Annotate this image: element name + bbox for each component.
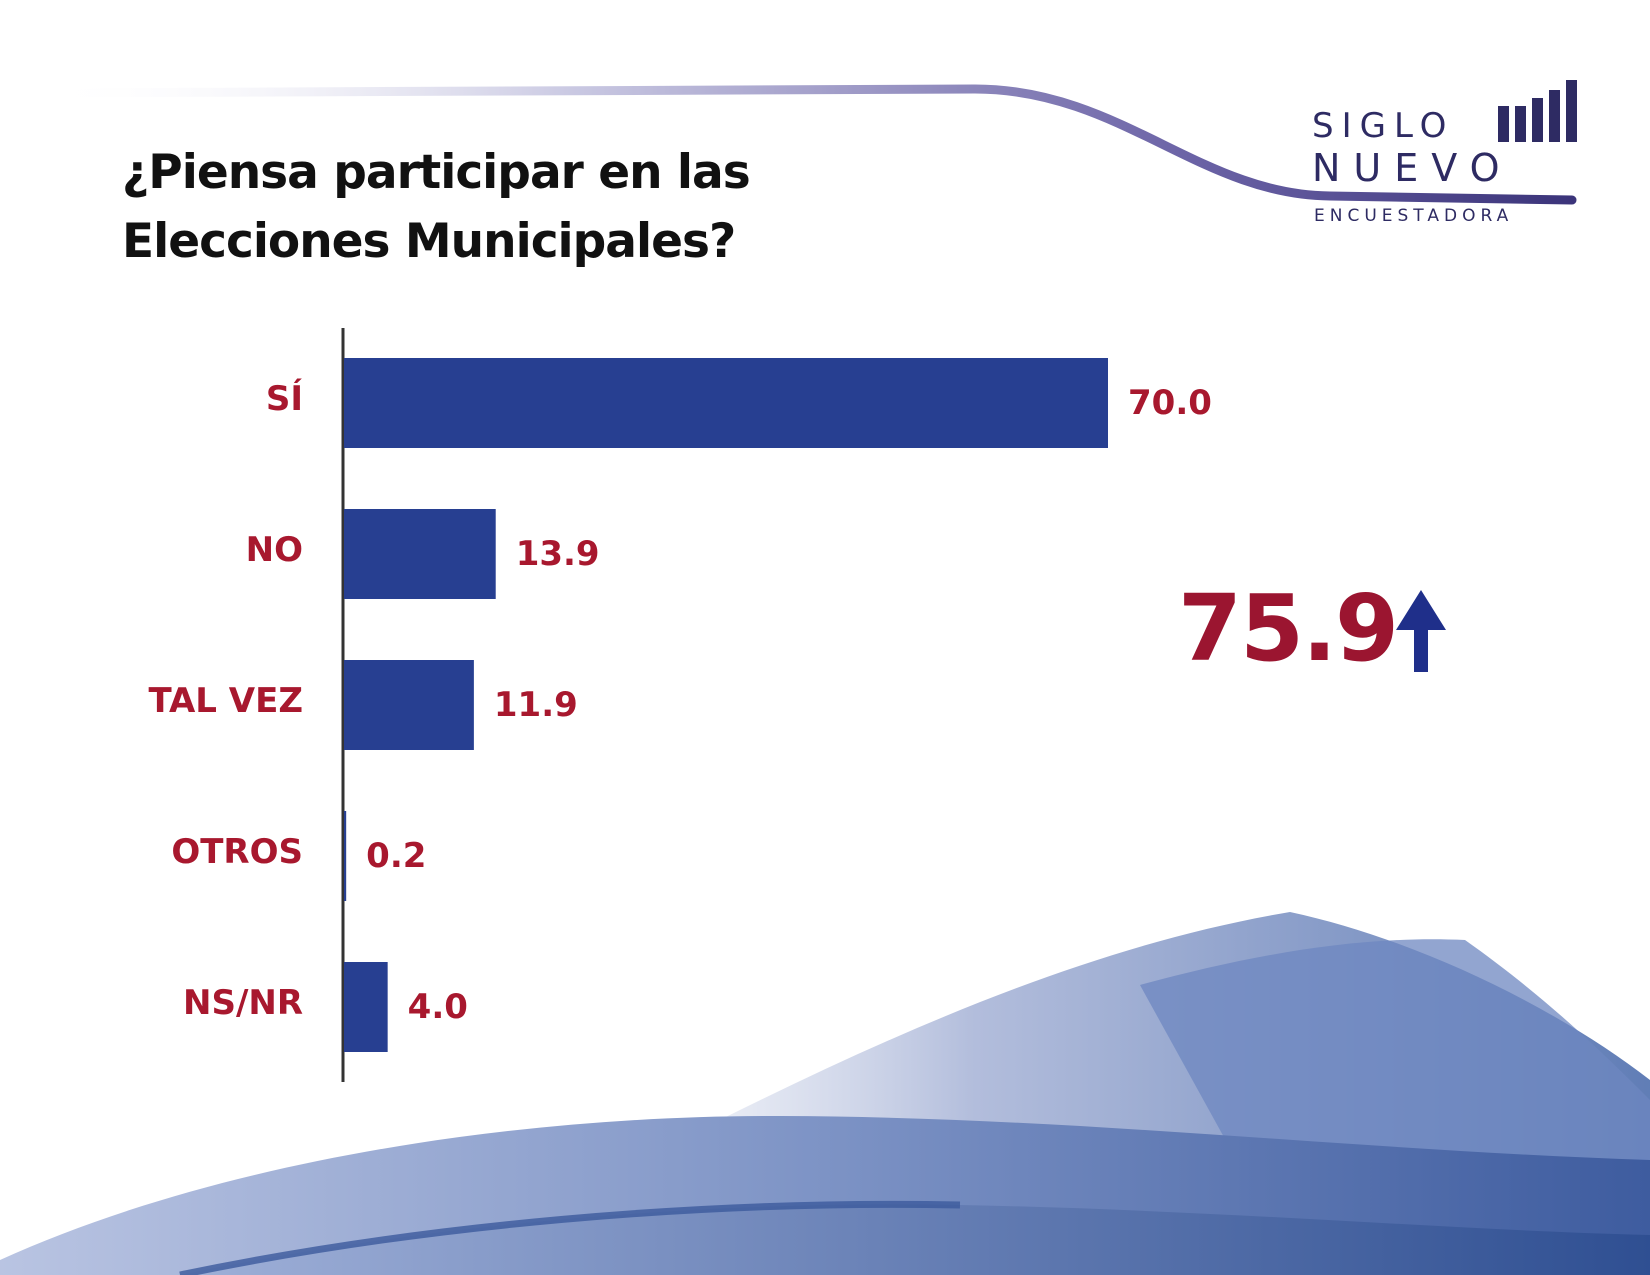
logo-text-nuevo: NUEVO <box>1312 146 1513 190</box>
bar-2 <box>344 660 474 750</box>
value-label: 13.9 <box>515 534 600 574</box>
bar-4 <box>344 962 388 1052</box>
bar-0 <box>344 358 1108 448</box>
value-label: 70.0 <box>1128 383 1212 423</box>
category-label: TAL VEZ <box>148 681 303 721</box>
category-label: OTROS <box>171 832 303 872</box>
value-label: 4.0 <box>407 987 468 1027</box>
category-label: SÍ <box>265 379 303 419</box>
logo-text-encuestadora: ENCUESTADORA <box>1314 206 1514 226</box>
chart-title: ¿Piensa participar en las Elecciones Mun… <box>122 145 751 269</box>
bar-3 <box>344 811 347 901</box>
value-label: 0.2 <box>366 836 427 876</box>
bar-1 <box>344 509 496 599</box>
callout-value: 75.9 <box>1178 575 1399 682</box>
bar-chart-logo-icon <box>1498 80 1577 142</box>
category-label: NS/NR <box>183 983 303 1023</box>
value-label: 11.9 <box>493 685 578 725</box>
up-arrow-icon <box>1396 590 1446 672</box>
category-label: NO <box>245 530 303 570</box>
logo-text-siglo: SIGLO <box>1312 106 1455 146</box>
header-swoosh <box>35 84 1577 205</box>
siglo-nuevo-logo: SIGLO NUEVO ENCUESTADORA <box>1300 78 1580 238</box>
